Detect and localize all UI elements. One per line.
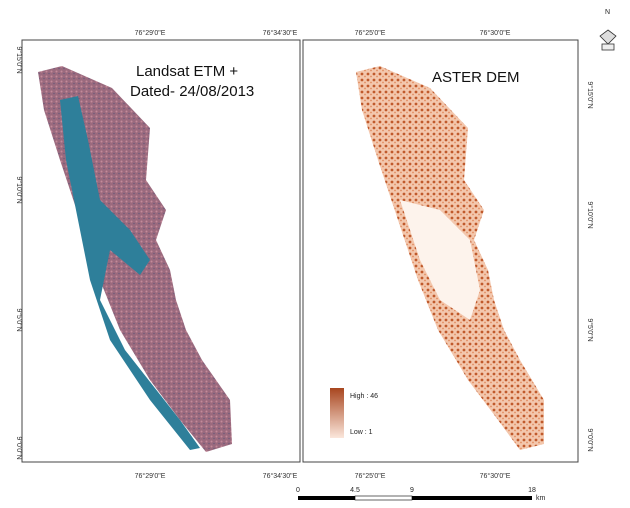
side-tick: 9°15'0"N: [586, 81, 594, 108]
top-tick: 76°29'0"E: [135, 29, 166, 37]
top-tick: 76°25'0"E: [355, 29, 386, 37]
side-tick: 9°15'0"N: [15, 46, 23, 73]
north-label: N: [605, 9, 610, 16]
scale-label: 18: [528, 487, 536, 494]
legend-high: High : 46: [350, 393, 378, 400]
scale-label: 4.5: [350, 487, 360, 494]
bottom-tick: 76°34'30"E: [263, 472, 298, 480]
bottom-tick: 76°30'0"E: [480, 472, 511, 480]
side-tick: 9°0'0"N: [15, 436, 23, 459]
scale-label: 0: [296, 487, 300, 494]
north-arrow: N: [600, 9, 616, 50]
side-tick: 9°10'0"N: [15, 176, 23, 203]
scale-label: 9: [410, 487, 414, 494]
left-title: Landsat ETM +: [136, 63, 238, 80]
legend-ramp: [330, 388, 344, 438]
side-tick: 9°5'0"N: [15, 308, 23, 331]
bottom-tick: 76°29'0"E: [135, 472, 166, 480]
side-tick: 9°5'0"N: [586, 318, 594, 341]
scale-bar: [298, 496, 532, 500]
scale-unit: km: [536, 495, 546, 502]
side-tick: 9°0'0"N: [586, 428, 594, 451]
scale-segment: [412, 496, 532, 500]
bottom-tick: 76°25'0"E: [355, 472, 386, 480]
legend-low: Low : 1: [350, 429, 373, 436]
side-tick: 9°10'0"N: [586, 201, 594, 228]
scale-segment: [355, 496, 412, 500]
top-tick: 76°30'0"E: [480, 29, 511, 37]
map-figure: High : 46 Low : 1 Landsat ETM + Dated- 2…: [0, 0, 630, 508]
scale-segment: [298, 496, 355, 500]
right-title: ASTER DEM: [432, 69, 520, 86]
left-subtitle: Dated- 24/08/2013: [130, 83, 254, 100]
top-tick: 76°34'30"E: [263, 29, 298, 37]
